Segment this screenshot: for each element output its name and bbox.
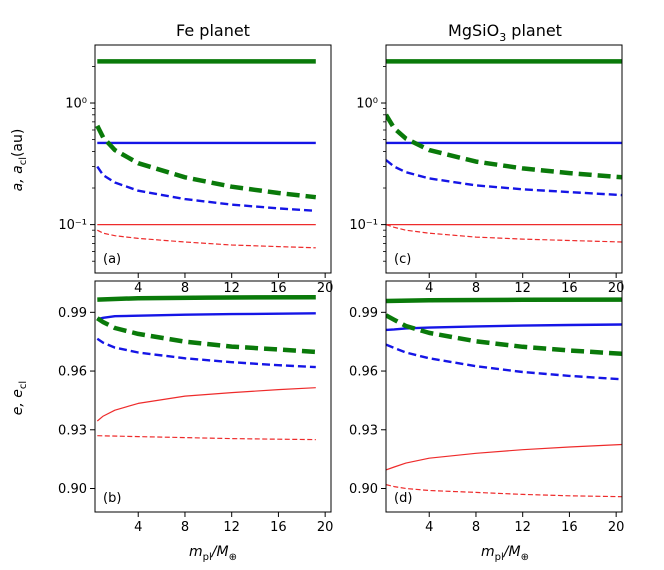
axes-frame [94,44,332,274]
xlabel-right-sub2: ⊕ [521,552,529,563]
x-tick-label: 4 [134,520,142,535]
x-tick-label: 12 [223,520,240,535]
ylabel-bottom: e, ecl [10,381,29,415]
y-tick-label: 0.99 [349,306,378,321]
x-tick-label: 20 [317,520,334,535]
x-tick-label: 20 [317,281,334,296]
series-blue-solid [97,312,316,321]
x-tick-label: 8 [181,281,189,296]
series-green-dashed [96,316,316,355]
series-blue-solid [386,323,622,332]
y-tick-label: 10⁰ [356,97,378,112]
panel-a: 4 8 12 16 20 10⁻¹ 10⁰ (a) [58,44,334,296]
ylabel-top-main: a, a [10,165,26,191]
series-red-solid [386,443,622,471]
x-tick-label: 4 [425,281,433,296]
series-blue-dashed [386,159,622,197]
xlabel-left-sub: pl [203,552,212,563]
x-tick-label: 20 [608,281,625,296]
column-title-fe: Fe planet [176,21,250,40]
y-tick-label: 10⁻¹ [349,218,378,233]
axes-frame [385,280,623,513]
ylabel-top-tail: (au) [10,129,26,157]
series-group [386,297,622,498]
axes-frame [94,280,332,513]
panel-c: 4 8 12 16 20 10⁻¹ 10⁰ (c) [349,44,625,296]
xlabel-left-mid: /M [210,544,229,560]
x-tick-label: 16 [270,520,287,535]
x-tick-label: 8 [472,281,480,296]
x-tick-label: 8 [472,520,480,535]
ylabel-top: a, acl(au) [10,129,29,192]
series-group [386,59,622,243]
y-tick-label: 0.96 [349,365,378,380]
column-title-mgsio3-main: MgSiO [448,21,499,40]
panel-label: (c) [394,252,411,267]
series-group [95,59,317,249]
x-tick-label: 16 [270,281,287,296]
x-tick-label: 16 [561,520,578,535]
series-green-dashed [386,313,622,357]
series-group [96,294,316,441]
series-red-dashed [386,484,622,498]
series-red-dashed [97,229,316,249]
x-tick-label: 8 [181,520,189,535]
ylabel-bottom-sub: cl [18,381,29,389]
ylabel-top-sub: cl [18,157,29,165]
series-red-solid [96,387,316,422]
y-tick-label: 10⁻¹ [58,218,87,233]
x-tick-label: 12 [223,281,240,296]
xlabel-right: mpl/M⊕ [481,544,529,563]
series-red-dashed [97,435,316,441]
xlabel-left-sub2: ⊕ [229,552,237,563]
x-tick-label: 12 [514,281,531,296]
xlabel-right-mid: /M [502,544,521,560]
series-green-solid [97,294,316,302]
y-tick-label: 0.96 [58,365,87,380]
y-tick-label: 0.90 [349,482,378,497]
x-tick-label: 12 [514,520,531,535]
column-title-mgsio3-sub: 3 [499,31,506,44]
series-green-dashed [95,124,317,200]
series-blue-dashed [96,165,316,212]
panel-b: 4 8 12 16 20 0.90 0.93 0.96 0.99 (b) [58,280,334,535]
y-tick-label: 0.99 [58,306,87,321]
series-green-dashed [386,113,622,180]
ylabel-bottom-main: e, e [10,389,26,415]
xlabel-left: mpl/M⊕ [189,544,237,563]
series-blue-dashed [96,337,316,369]
panel-label: (a) [103,252,121,267]
series-blue-dashed [386,343,622,381]
y-tick-label: 0.93 [349,423,378,438]
y-tick-label: 0.93 [58,423,87,438]
axes-frame [385,44,623,274]
series-green-solid [386,297,622,304]
x-tick-label: 4 [134,281,142,296]
xlabel-right-sub: pl [495,552,504,563]
xlabel-right-m: m [481,544,495,560]
column-title-mgsio3-tail: planet [506,21,562,40]
panel-d: 4 8 12 16 20 0.90 0.93 0.96 0.99 (d) [349,280,625,535]
x-tick-label: 20 [608,520,625,535]
x-tick-label: 16 [561,281,578,296]
column-title-mgsio3: MgSiO3 planet [448,21,562,44]
panel-label: (b) [103,491,121,506]
x-tick-label: 4 [425,520,433,535]
y-tick-label: 10⁰ [65,97,87,112]
xlabel-left-m: m [189,544,203,560]
y-tick-label: 0.90 [58,482,87,497]
series-red-dashed [386,224,622,243]
panel-label: (d) [394,491,412,506]
